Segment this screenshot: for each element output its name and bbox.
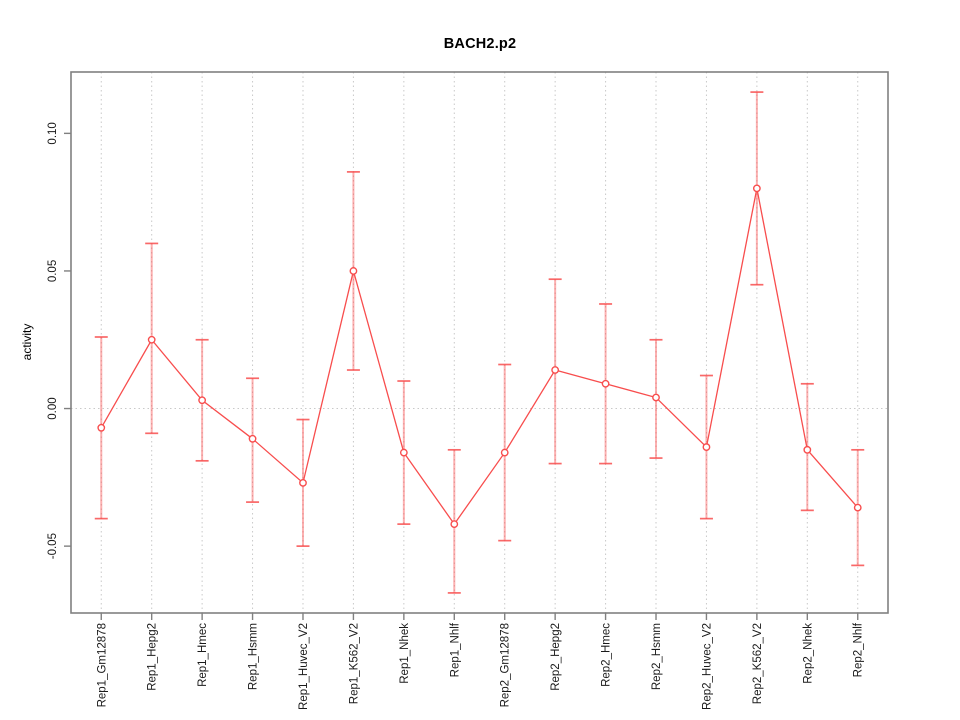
series-line bbox=[100, 188, 859, 526]
data-point-marker bbox=[97, 423, 106, 432]
data-point-marker bbox=[450, 520, 459, 529]
data-point-marker bbox=[752, 184, 761, 193]
y-tick-label: 0.05 bbox=[47, 260, 59, 282]
data-point-marker bbox=[399, 448, 408, 457]
x-tick-label: Rep2_Nhlf bbox=[853, 622, 865, 677]
x-tick-label: Rep1_Nhlf bbox=[449, 622, 461, 677]
x-tick-label: Rep1_K562_V2 bbox=[348, 623, 360, 704]
data-point-marker bbox=[652, 393, 660, 402]
x-tick-label: Rep1_Nhek bbox=[399, 623, 411, 684]
data-point-marker bbox=[803, 445, 812, 454]
y-tick-label: 0.10 bbox=[47, 122, 59, 144]
x-tick-label: Rep2_Hsmm bbox=[651, 623, 663, 690]
x-tick-label: Rep1_Huvec_V2 bbox=[298, 623, 310, 710]
x-tick-label: Rep2_K562_V2 bbox=[752, 623, 764, 704]
x-tick-label: Rep2_Nhek bbox=[802, 623, 814, 684]
data-point-marker bbox=[299, 478, 307, 487]
data-point-marker bbox=[349, 267, 358, 275]
data-point-marker bbox=[198, 396, 207, 405]
data-point-marker bbox=[702, 443, 711, 451]
chart-title: BACH2.p2 bbox=[443, 36, 517, 52]
data-point-marker bbox=[147, 335, 156, 344]
x-tick-label: Rep1_Hsmm bbox=[248, 623, 260, 690]
x-tick-label: Rep1_Hepg2 bbox=[147, 623, 159, 691]
x-tick-label: Rep1_Gm12878 bbox=[96, 623, 108, 707]
data-point-marker bbox=[853, 503, 862, 512]
data-point-marker bbox=[500, 448, 509, 457]
x-tick-label: Rep1_Hmec bbox=[197, 623, 209, 687]
x-tick-label: Rep2_Gm12878 bbox=[500, 623, 512, 707]
y-tick-label: 0.00 bbox=[47, 397, 59, 419]
data-point-marker bbox=[601, 379, 610, 388]
data-point-marker bbox=[551, 366, 560, 374]
x-tick-label: Rep2_Hmec bbox=[601, 623, 613, 687]
plot-border bbox=[70, 71, 889, 614]
x-tick-label: Rep2_Hepg2 bbox=[550, 623, 562, 691]
x-tick-label: Rep2_Huvec_V2 bbox=[701, 623, 713, 710]
y-tick-label: -0.05 bbox=[47, 533, 59, 559]
data-point-marker bbox=[248, 434, 257, 443]
